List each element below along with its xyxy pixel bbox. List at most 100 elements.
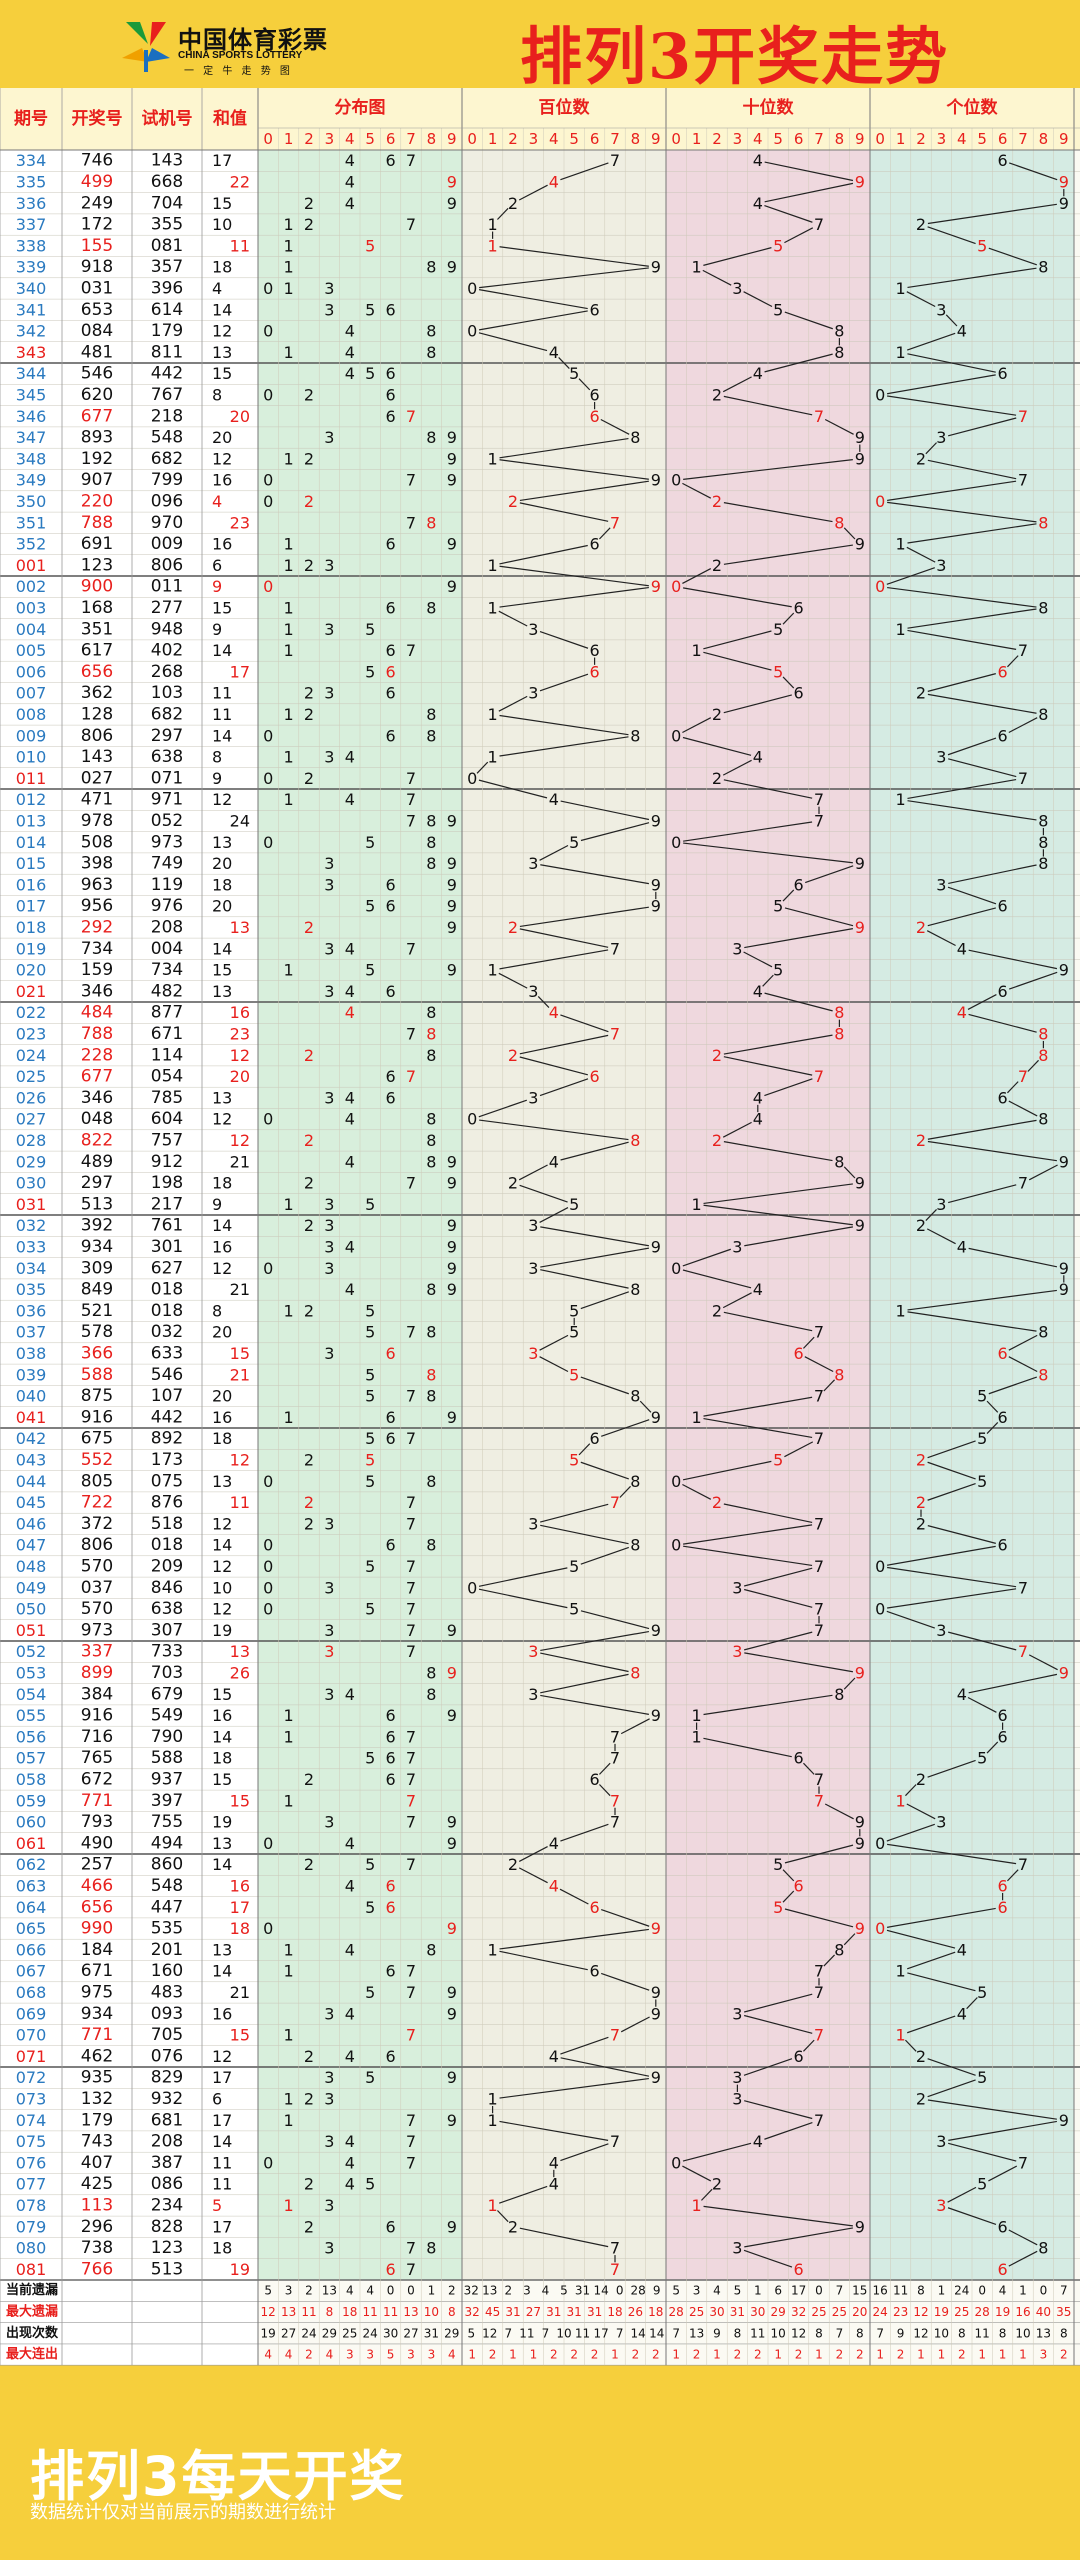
test-number: 018 [151, 1280, 183, 1300]
distribution-mark: 8 [426, 1280, 436, 1299]
distribution-mark: 9 [447, 875, 457, 894]
position-digit: 8 [630, 1536, 640, 1555]
stat-value: 8 [815, 2326, 823, 2340]
position-digit: 9 [855, 1663, 865, 1682]
stat-value: 20 [852, 2305, 867, 2319]
position-digit: 9 [855, 428, 865, 447]
distribution-mark: 5 [365, 1600, 375, 1619]
logo-cn: 中国体育彩票 [178, 26, 328, 54]
distribution-mark: 7 [406, 1493, 416, 1512]
trend-line [499, 2185, 548, 2204]
distribution-mark: 3 [324, 300, 334, 319]
trend-line [784, 227, 814, 244]
stat-label: 出现次数 [6, 2325, 59, 2341]
issue-number: 045 [16, 1493, 47, 1512]
distribution-mark: 6 [386, 407, 396, 426]
logo: 中国体育彩票 CHINA SPORTS LOTTERY 一 定 牛 走 势 图 [118, 18, 368, 77]
position-digit: 7 [814, 2026, 824, 2045]
distribution-mark: 3 [324, 1344, 334, 1363]
issue-number: 337 [16, 215, 47, 234]
distribution-mark: 7 [406, 1962, 416, 1981]
position-digit: 6 [998, 1876, 1008, 1895]
sum-value: 16 [230, 1003, 250, 1022]
position-digit: 2 [916, 1493, 926, 1512]
trend-line [843, 1166, 856, 1179]
distribution-mark: 9 [447, 1919, 457, 1938]
digit-header: 9 [1059, 130, 1069, 148]
sum-value: 18 [212, 258, 232, 277]
distribution-mark: 6 [386, 641, 396, 660]
draw-number: 788 [81, 513, 113, 533]
stat-value: 2 [489, 2348, 497, 2362]
distribution-mark: 7 [406, 1727, 416, 1746]
sum-value: 19 [212, 1621, 232, 1640]
draw-number: 656 [81, 662, 113, 682]
sum-value: 11 [212, 684, 232, 703]
stat-value: 6 [774, 2284, 782, 2298]
stat-value: 32 [465, 2305, 480, 2319]
stat-value: 5 [672, 2284, 680, 2298]
position-digit: 6 [590, 407, 600, 426]
stat-value: 7 [1060, 2284, 1068, 2298]
draw-number: 346 [81, 1088, 113, 1108]
test-number: 970 [151, 513, 183, 533]
distribution-mark: 0 [263, 769, 273, 788]
trend-line [519, 502, 609, 522]
distribution-mark: 6 [386, 1727, 396, 1746]
stat-value: 28 [975, 2305, 990, 2319]
stat-label: 最大遗漏 [6, 2303, 58, 2319]
trend-line [722, 1292, 752, 1309]
test-number: 548 [151, 1876, 183, 1896]
issue-number: 015 [16, 854, 47, 873]
issue-number: 032 [16, 1216, 47, 1235]
trend-line [601, 1908, 650, 1927]
distribution-mark: 3 [324, 1578, 334, 1597]
distribution-mark: 1 [284, 236, 294, 255]
position-digit: 2 [508, 918, 518, 937]
distribution-mark: 0 [263, 385, 273, 404]
test-number: 076 [151, 2046, 183, 2066]
distribution-mark: 7 [406, 811, 416, 830]
stat-value: 9 [897, 2326, 905, 2340]
distribution-mark: 6 [386, 2047, 396, 2066]
distribution-mark: 2 [304, 1301, 314, 1320]
stat-value: 17 [791, 2284, 806, 2298]
position-digit: 6 [590, 300, 600, 319]
stat-value: 8 [1060, 2326, 1068, 2340]
trend-line [682, 568, 712, 584]
test-number: 749 [151, 854, 183, 874]
sum-value: 15 [212, 1770, 232, 1789]
trend-line [947, 886, 997, 905]
draw-number: 143 [81, 747, 113, 767]
distribution-mark: 7 [406, 2239, 416, 2258]
position-digit: 0 [671, 833, 681, 852]
distribution-mark: 2 [304, 449, 314, 468]
issue-number: 339 [16, 258, 47, 277]
distribution-mark: 8 [426, 1663, 436, 1682]
test-number: 208 [151, 917, 183, 937]
position-digit: 7 [610, 2026, 620, 2045]
distribution-mark: 0 [263, 833, 273, 852]
test-number: 971 [151, 790, 183, 810]
distribution-mark: 9 [447, 577, 457, 596]
position-digit: 6 [998, 982, 1008, 1001]
distribution-mark: 5 [365, 2068, 375, 2087]
sum-value: 13 [212, 1940, 232, 1959]
distribution-mark: 1 [284, 258, 294, 277]
test-number: 201 [151, 1940, 183, 1960]
stat-value: 2 [693, 2348, 701, 2362]
draw-number: 677 [81, 406, 113, 426]
stat-value: 3 [407, 2348, 415, 2362]
digit-header: 3 [325, 130, 335, 148]
position-digit: 6 [590, 662, 600, 681]
trend-line [762, 974, 774, 987]
test-number: 973 [151, 832, 183, 852]
distribution-mark: 9 [447, 2004, 457, 2023]
sum-value: 17 [212, 2068, 232, 2087]
distribution-mark: 6 [386, 1429, 396, 1448]
trend-line [907, 2015, 956, 2034]
distribution-mark: 1 [284, 449, 294, 468]
distribution-mark: 9 [447, 1621, 457, 1640]
draw-number: 407 [81, 2153, 113, 2173]
test-number: 912 [151, 1152, 183, 1172]
